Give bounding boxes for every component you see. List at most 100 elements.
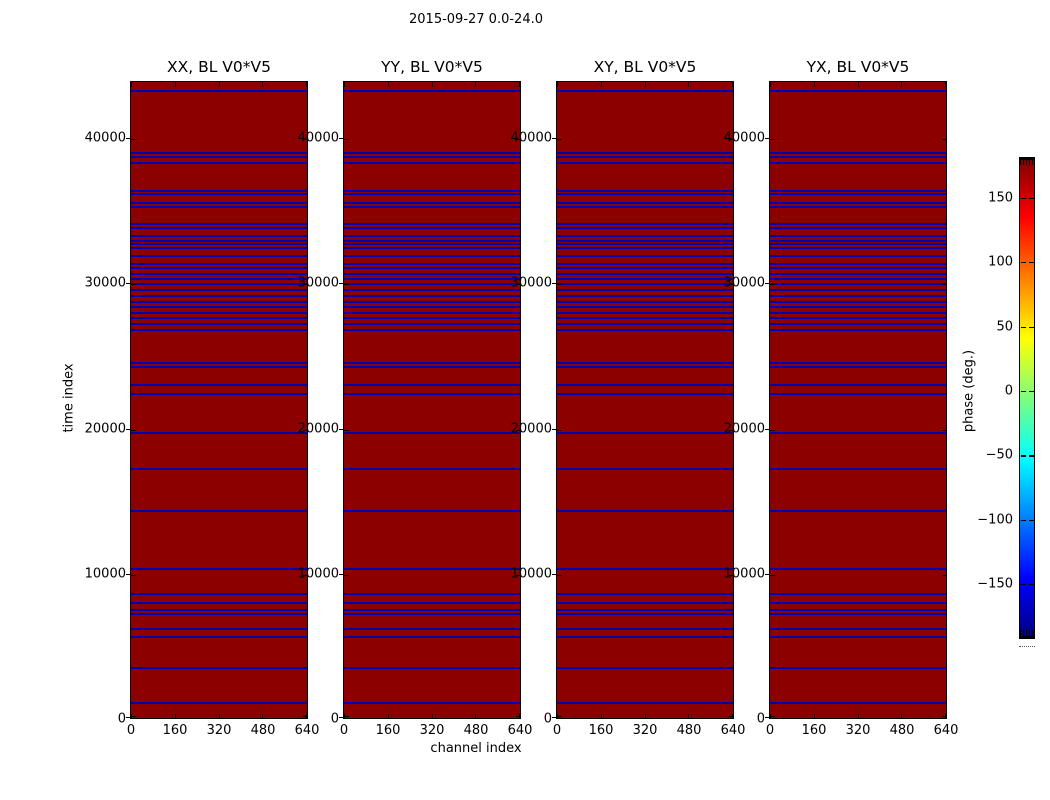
flagged-row-line xyxy=(344,240,520,243)
y-tick-label: 0 xyxy=(117,711,126,727)
flagged-row-line xyxy=(131,162,307,165)
y-tick-nub xyxy=(126,283,130,285)
x-tick-label: 320 xyxy=(206,723,232,738)
colorbar-tick-mark xyxy=(1028,455,1034,457)
flagged-row-line xyxy=(131,393,307,395)
flagged-row-line xyxy=(557,243,733,245)
flagged-row-line xyxy=(131,295,307,297)
flagged-row-line xyxy=(344,306,520,308)
flagged-row-line xyxy=(344,193,520,195)
flagged-row-line xyxy=(770,227,946,229)
x-tick-mark xyxy=(431,713,433,718)
x-tick-mark xyxy=(262,713,264,718)
colorbar-tick-label: −100 xyxy=(977,512,1013,528)
flagged-row-line xyxy=(131,317,307,320)
y-tick-mark xyxy=(302,429,307,431)
y-tick-nub xyxy=(339,137,343,140)
flagged-row-line xyxy=(557,162,733,165)
y-tick-mark xyxy=(728,716,733,718)
colorbar-dotted-line xyxy=(1019,646,1035,647)
y-tick-mark xyxy=(302,716,307,718)
flagged-row-line xyxy=(770,567,946,570)
colorbar-tick-label: 50 xyxy=(996,319,1013,335)
y-tick-mark xyxy=(344,429,349,431)
flagged-row-line xyxy=(557,240,733,243)
y-tick-label: 30000 xyxy=(84,275,126,291)
y-tick-nub xyxy=(765,573,769,575)
flagged-row-line xyxy=(344,702,520,704)
flagged-row-line xyxy=(344,266,520,269)
y-tick-mark xyxy=(557,138,562,141)
y-tick-mark xyxy=(557,574,562,576)
y-tick-label: 10000 xyxy=(723,566,765,582)
flagged-row-line xyxy=(131,235,307,237)
y-tick-mark xyxy=(728,138,733,141)
flagged-row-line xyxy=(770,289,946,291)
flagged-row-line xyxy=(344,162,520,165)
colorbar-bottom-comb xyxy=(1020,629,1034,638)
flagged-row-line xyxy=(770,393,946,395)
flagged-row-line xyxy=(557,323,733,325)
flagged-row-line xyxy=(344,602,520,605)
colorbar-tick-mark xyxy=(1020,519,1026,521)
flagged-row-line xyxy=(557,613,733,615)
x-tick-mark xyxy=(344,713,346,718)
heatmap-panel-xy xyxy=(556,81,734,719)
colorbar-tick-label: −50 xyxy=(985,447,1013,463)
x-tick-label: 160 xyxy=(375,723,401,738)
flagged-row-line xyxy=(131,432,307,434)
flagged-row-line xyxy=(131,202,307,204)
flagged-row-line xyxy=(344,247,520,249)
flagged-row-line xyxy=(770,295,946,297)
y-tick-mark xyxy=(941,138,946,141)
flagged-row-line xyxy=(344,609,520,611)
colorbar-tick-mark xyxy=(1028,326,1034,328)
flagged-row-line xyxy=(344,152,520,154)
x-tick-mark xyxy=(945,82,946,87)
flagged-row-line xyxy=(344,156,520,158)
flagged-row-line xyxy=(770,635,946,638)
y-tick-label: 10000 xyxy=(297,566,339,582)
heatmap-panel-yx xyxy=(769,81,947,719)
flagged-row-line xyxy=(131,266,307,269)
flagged-row-line xyxy=(344,329,520,331)
x-tick-mark xyxy=(644,82,646,87)
flagged-row-line xyxy=(770,468,946,470)
flagged-row-line xyxy=(131,329,307,331)
flagged-row-line xyxy=(770,593,946,596)
flagged-row-line xyxy=(557,317,733,320)
flagged-row-line xyxy=(770,263,946,265)
y-tick-mark xyxy=(557,716,562,718)
y-tick-label: 0 xyxy=(543,711,552,727)
flagged-row-line xyxy=(344,227,520,229)
y-tick-label: 30000 xyxy=(297,275,339,291)
flagged-row-line xyxy=(131,240,307,243)
x-tick-mark xyxy=(770,713,772,718)
colorbar-tick-label: 0 xyxy=(1004,383,1013,399)
y-tick-label: 0 xyxy=(756,711,765,727)
x-tick-mark xyxy=(857,82,859,87)
flagged-row-line xyxy=(131,361,307,364)
x-tick-label: 160 xyxy=(801,723,827,738)
flagged-row-line xyxy=(770,602,946,605)
heatmap-panel-xx xyxy=(130,81,308,719)
x-tick-mark xyxy=(174,82,176,87)
flagged-row-line xyxy=(770,366,946,368)
x-tick-mark xyxy=(857,713,859,718)
flagged-row-line xyxy=(557,667,733,669)
flagged-row-line xyxy=(770,255,946,257)
flagged-row-line xyxy=(557,295,733,297)
y-tick-label: 20000 xyxy=(510,421,552,436)
y-tick-label: 40000 xyxy=(297,130,339,146)
flagged-row-line xyxy=(557,206,733,209)
flagged-row-line xyxy=(557,361,733,364)
y-tick-nub xyxy=(339,283,343,285)
flagged-row-line xyxy=(344,667,520,669)
colorbar-tick-mark xyxy=(1020,326,1026,328)
flagged-row-line xyxy=(131,613,307,615)
x-tick-mark xyxy=(688,82,690,87)
flagged-row-line xyxy=(131,300,307,303)
flagged-row-line xyxy=(131,312,307,314)
flagged-row-line xyxy=(557,90,733,92)
